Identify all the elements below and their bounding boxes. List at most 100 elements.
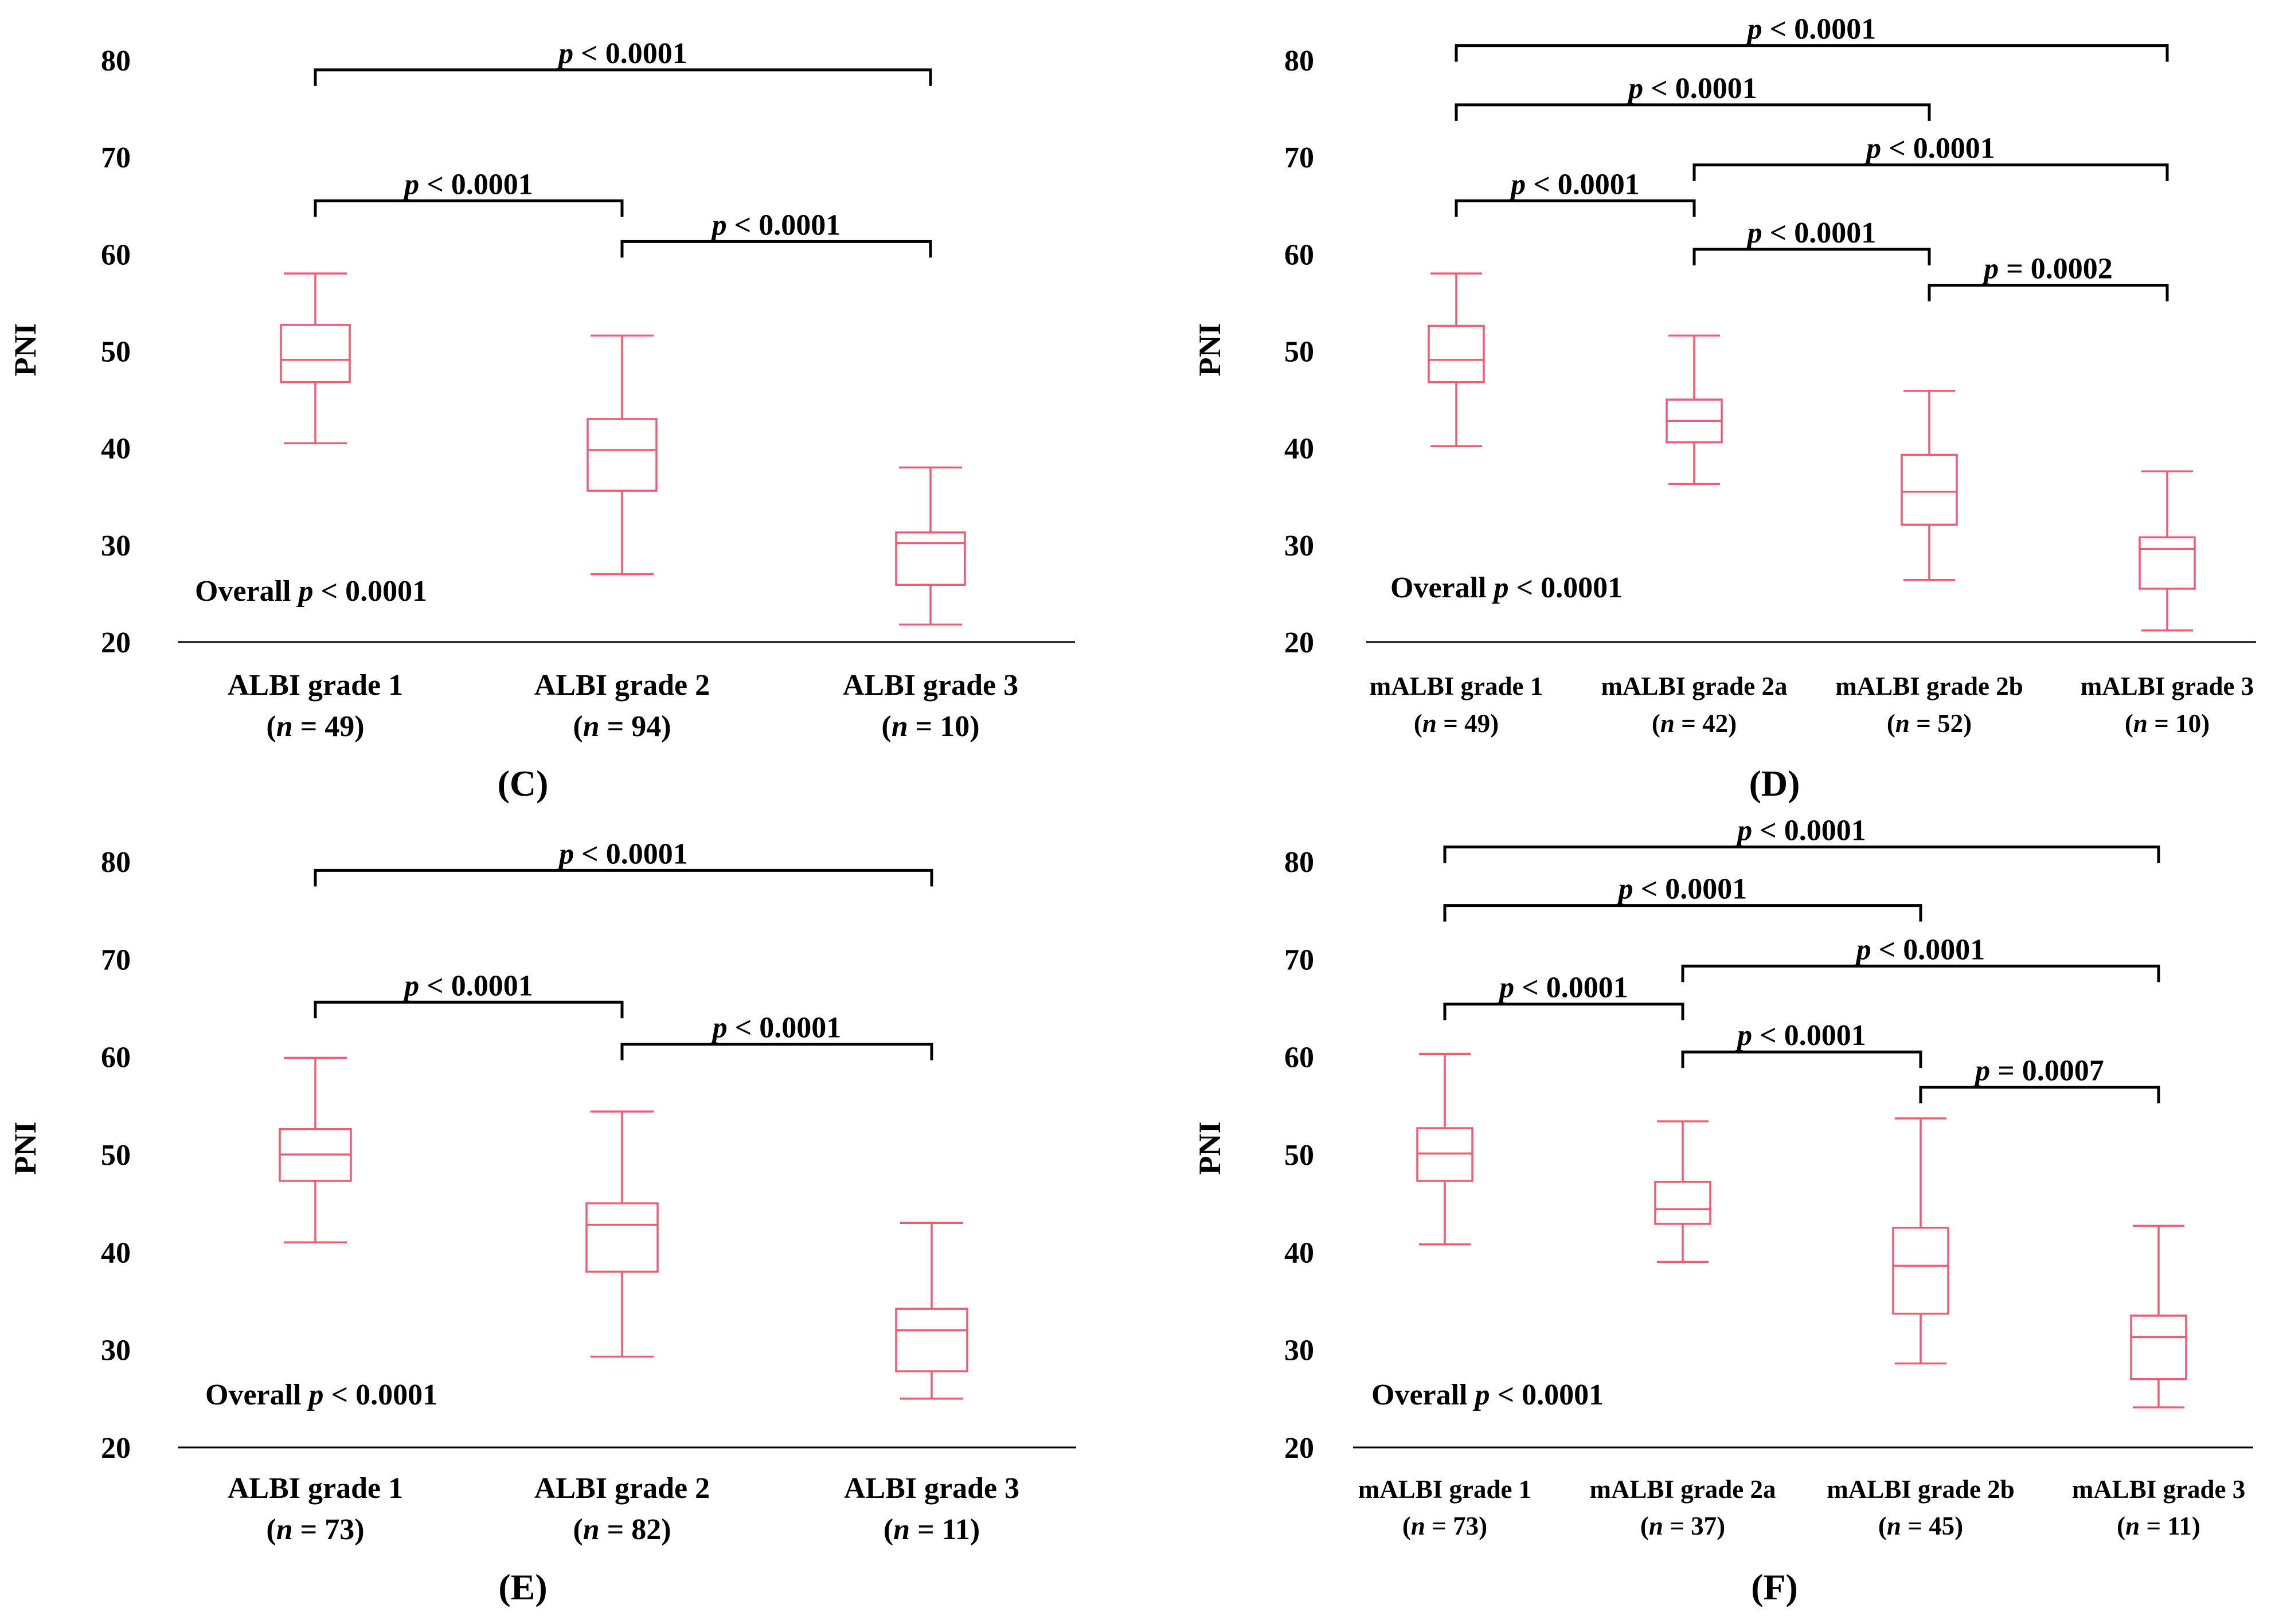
panel-d-comparison-bracket [1692, 163, 2169, 181]
panel-e-y-tick-label: 40 [101, 1236, 131, 1269]
panel-d-panel-letter: (D) [1749, 763, 1800, 804]
panel-e-category-label: ALBI grade 2 [534, 1472, 710, 1505]
panel-f-category-label: mALBI grade 3 [2072, 1475, 2246, 1504]
panel-d-p-value-label: p < 0.0001 [1626, 72, 1757, 105]
panel-f-y-tick-label: 30 [1284, 1335, 1314, 1367]
panel-d-comparison-bracket [1455, 103, 1931, 121]
panel-e-overall-p-value: Overall p < 0.0001 [205, 1379, 437, 1411]
panel-f-comparison-bracket [1443, 1003, 1684, 1020]
panel-d-n-label: (n = 10) [2125, 709, 2210, 738]
panel-f-category-label: mALBI grade 2b [1827, 1475, 2015, 1504]
panel-e-n-label: (n = 82) [573, 1513, 671, 1546]
panel-d-box [2139, 536, 2196, 590]
panel-f-n-label: (n = 37) [1640, 1512, 1725, 1540]
panel-d-y-tick-label: 70 [1284, 142, 1314, 174]
panel-d-p-value-label: p < 0.0001 [1864, 132, 1995, 165]
panel-c-comparison-bracket [314, 199, 624, 217]
panel-d-n-label: (n = 52) [1887, 709, 1972, 738]
panel-e-panel-letter: (E) [498, 1567, 547, 1607]
panel-d-n-label: (n = 49) [1414, 709, 1499, 738]
panel-c-p-value-label: p < 0.0001 [402, 168, 533, 201]
panel-c-y-tick-label: 30 [101, 530, 131, 562]
panel-f-comparison-bracket [1681, 964, 2160, 983]
panel-c-y-tick-label: 60 [101, 238, 131, 271]
panel-f-comparison-bracket [1443, 845, 2160, 863]
panel-c-box [280, 324, 351, 384]
panel-d-category-label: mALBI grade 1 [1370, 672, 1543, 701]
panel-e-box [585, 1202, 659, 1273]
panel-d-y-tick-label: 40 [1284, 433, 1314, 465]
panel-f-category-label: mALBI grade 1 [1358, 1475, 1532, 1504]
panel-f-p-value-label: p < 0.0001 [1735, 814, 1866, 847]
panel-e-category-label: ALBI grade 3 [844, 1472, 1019, 1505]
panel-e-n-label: (n = 11) [884, 1513, 980, 1546]
panel-e-n-label: (n = 73) [266, 1513, 364, 1546]
panel-f-box [2130, 1314, 2187, 1380]
panel-f-p-value-label: p < 0.0001 [1616, 873, 1748, 906]
panel-c-panel-letter: (C) [498, 763, 549, 804]
panel-c-category-label: ALBI grade 1 [228, 669, 403, 702]
panel-f-box [1654, 1180, 1711, 1225]
panel-f-comparison-bracket [1919, 1085, 2160, 1103]
panel-d-comparison-bracket [1928, 283, 2169, 302]
panel-e-y-tick-label: 50 [101, 1139, 131, 1172]
panel-c-p-value-label: p < 0.0001 [556, 37, 687, 70]
panel-f-n-label: (n = 11) [2117, 1512, 2200, 1540]
panel-f-y-tick-label: 60 [1284, 1042, 1314, 1074]
panel-e-y-tick-label: 20 [101, 1432, 131, 1465]
panel-d-y-tick-label: 20 [1284, 627, 1314, 659]
panel-d-p-value-label: p = 0.0002 [1981, 252, 2113, 285]
panel-f-comparison-bracket [1681, 1050, 1922, 1069]
panel-d-p-value-label: p < 0.0001 [1745, 217, 1877, 249]
panel-d-overall-p-value: Overall p < 0.0001 [1390, 572, 1623, 604]
panel-e-category-label: ALBI grade 1 [228, 1472, 403, 1505]
panel-c-category-label: ALBI grade 3 [843, 669, 1018, 702]
panel-d-comparison-bracket [1455, 199, 1696, 217]
panel-e-comparison-bracket [314, 868, 933, 887]
panel-d-y-tick-label: 30 [1284, 530, 1314, 562]
panel-f-overall-p-value: Overall p < 0.0001 [1371, 1379, 1604, 1411]
panel-f-category-label: mALBI grade 2a [1590, 1475, 1776, 1504]
panel-e-box [895, 1308, 968, 1372]
panel-e-y-axis-label: PNI [8, 1122, 42, 1175]
panel-e-y-tick-label: 70 [101, 944, 131, 976]
panel-c-y-tick-label: 20 [101, 627, 131, 659]
panel-c-y-tick-label: 80 [101, 45, 131, 77]
panel-c-y-tick-label: 70 [101, 142, 131, 174]
panel-f-n-label: (n = 45) [1878, 1512, 1963, 1540]
panel-c-n-label: (n = 10) [881, 710, 979, 743]
panel-e-p-value-label: p < 0.0001 [557, 838, 688, 870]
panel-d-p-value-label: p < 0.0001 [1508, 168, 1640, 201]
panel-f-p-value-label: p < 0.0001 [1854, 933, 1985, 966]
panel-f-p-value-label: p < 0.0001 [1497, 972, 1628, 1004]
panel-d-box [1901, 453, 1958, 526]
panel-c-p-value-label: p < 0.0001 [710, 209, 841, 241]
panel-e-comparison-bracket [620, 1043, 933, 1061]
panel-f-p-value-label: p < 0.0001 [1735, 1019, 1866, 1052]
panel-d-y-tick-label: 60 [1284, 238, 1314, 271]
panel-e-y-tick-label: 60 [101, 1042, 131, 1074]
panel-f-n-label: (n = 73) [1402, 1512, 1487, 1540]
panel-c-comparison-bracket [314, 68, 932, 86]
panel-e-comparison-bracket [314, 1000, 624, 1019]
panel-c-overall-p-value: Overall p < 0.0001 [195, 575, 427, 608]
panel-c-comparison-bracket [620, 240, 932, 258]
panel-f-y-tick-label: 40 [1284, 1236, 1314, 1269]
panel-f-box [1892, 1227, 1949, 1315]
panel-d-box [1428, 324, 1485, 384]
panel-c-y-axis-label: PNI [8, 323, 42, 377]
panel-d-comparison-bracket [1692, 248, 1931, 265]
panel-d-n-label: (n = 42) [1652, 709, 1737, 738]
panel-d-y-axis-label: PNI [1193, 323, 1227, 377]
panel-f-comparison-bracket [1443, 904, 1922, 922]
panel-e-p-value-label: p < 0.0001 [402, 969, 533, 1002]
panel-f-panel-letter: (F) [1751, 1567, 1798, 1607]
panel-f-y-tick-label: 50 [1284, 1139, 1314, 1172]
panel-c-y-tick-label: 40 [101, 433, 131, 465]
panel-c-box [587, 418, 658, 492]
panel-f-y-tick-label: 20 [1284, 1432, 1314, 1465]
panel-d-category-label: mALBI grade 2b [1835, 672, 2023, 701]
panel-c-box [895, 531, 966, 586]
panel-d-comparison-bracket [1455, 44, 2169, 62]
